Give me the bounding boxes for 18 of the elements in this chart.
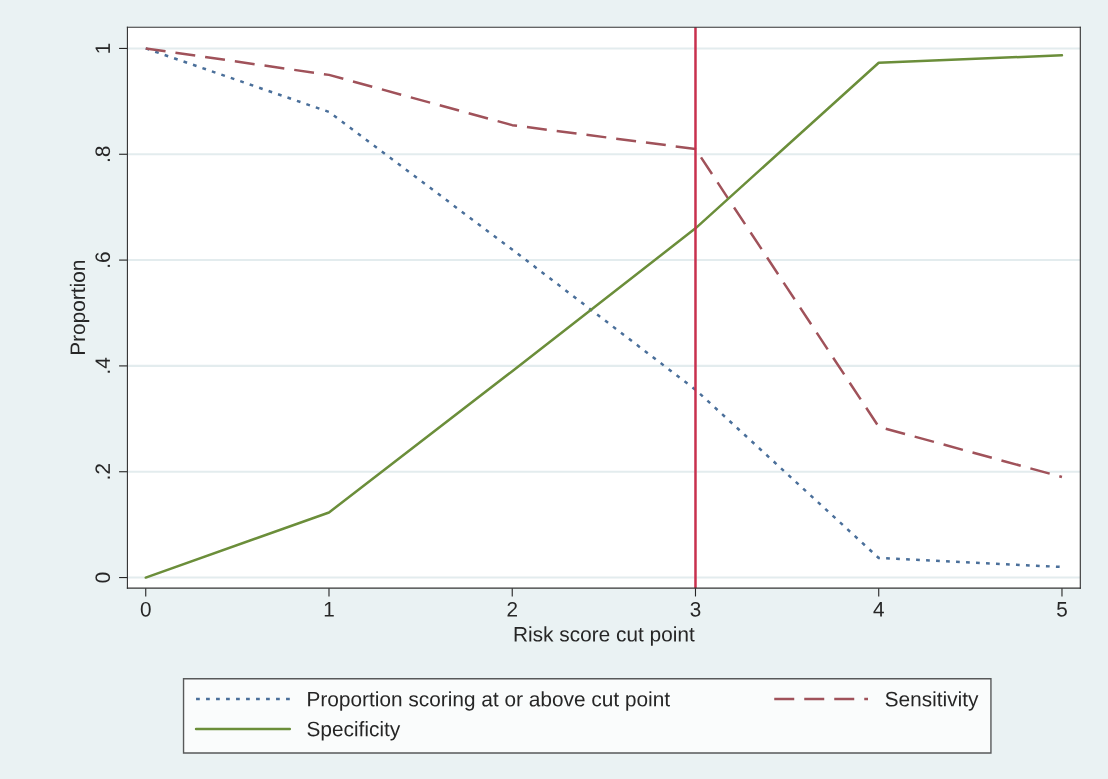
x-axis-title: Risk score cut point (514, 626, 695, 646)
y-tick-label: 1 (95, 43, 110, 53)
y-tick-label: .2 (95, 464, 110, 479)
y-tick-label: 0 (95, 572, 111, 583)
legend-label: Sensitivity (885, 691, 979, 711)
legend-label: Specificity (307, 721, 401, 741)
x-tick-label: 5 (1057, 602, 1067, 617)
y-tick-label: .4 (95, 357, 110, 373)
y-tick-label: .6 (95, 252, 111, 267)
line-series (144, 47, 1064, 479)
y-axis-title: Proportion (69, 260, 90, 355)
x-tick-label: 0 (140, 601, 151, 617)
x-tick-label: 4 (873, 602, 884, 617)
x-tick-label: 2 (507, 601, 517, 617)
y-tick-label: .8 (95, 146, 111, 162)
legend-label: Proportion scoring at or above cut point (308, 691, 670, 711)
x-tick-label: 1 (324, 602, 334, 617)
x-tick-label: 3 (690, 601, 701, 617)
